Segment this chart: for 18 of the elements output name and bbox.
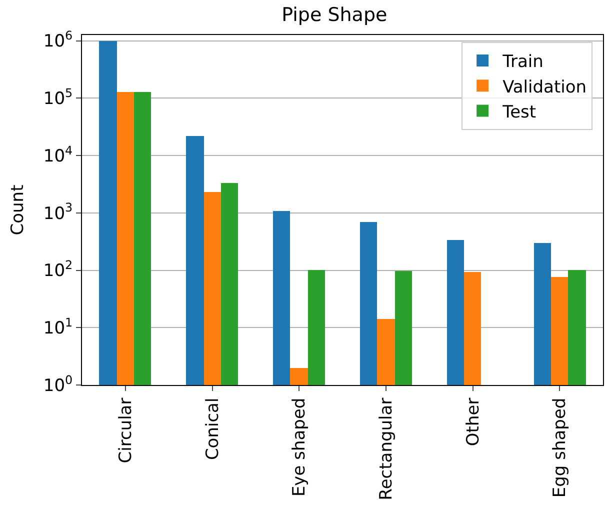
x-tick-label: Other (463, 398, 484, 446)
y-tick-label: 10$^{2}$ (43, 258, 73, 282)
x-tick-label: Eye shaped (290, 398, 310, 497)
legend-label: Validation (502, 77, 587, 98)
x-tick-label: Egg shaped (550, 398, 570, 498)
y-tick-label: 10$^{4}$ (43, 143, 73, 166)
y-tick-label: 10$^{3}$ (43, 200, 73, 224)
x-tick-label: Conical (202, 398, 223, 460)
y-tick-label: 10$^{6}$ (43, 28, 73, 52)
chart-title: Pipe Shape (282, 4, 388, 26)
legend-label: Train (502, 52, 544, 72)
y-tick-label: 10$^{5}$ (43, 86, 73, 110)
y-tick-label: 10$^{0}$ (43, 372, 73, 396)
y-tick-label: 10$^{1}$ (43, 315, 73, 339)
x-tick-label: Circular (116, 398, 136, 464)
y-axis-title: Count (8, 184, 28, 236)
x-tick-label: Rectangular (376, 398, 396, 500)
legend-label: Test (502, 102, 536, 122)
